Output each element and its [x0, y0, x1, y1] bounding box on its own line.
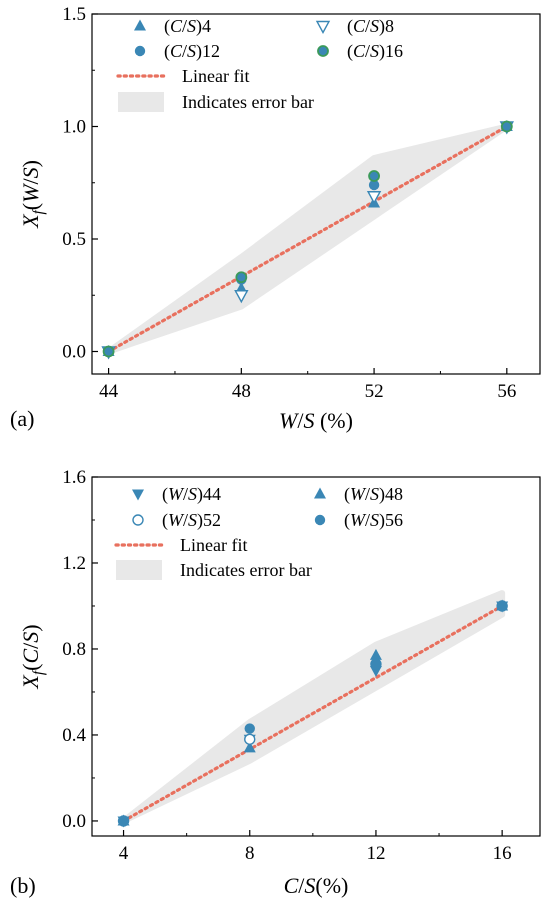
- x-tick-label: 16: [493, 843, 512, 864]
- data-point-2-3: [366, 191, 382, 205]
- legend-label-band: Indicates error bar: [180, 560, 312, 580]
- linear-fit-line: [106, 124, 509, 354]
- legend-marker-4: [317, 45, 329, 57]
- x-tick-label: 56: [497, 381, 516, 402]
- data-point-4-1: [118, 815, 129, 827]
- legend-marker-1: [134, 19, 146, 31]
- plot-frame: [91, 476, 541, 837]
- legend-label-fit: Linear fit: [182, 66, 249, 86]
- data-point-2-3: [369, 648, 382, 660]
- legend-label-2: (C/S)8: [347, 16, 394, 37]
- x-tick-label: 48: [232, 381, 251, 402]
- data-point-3-2: [244, 733, 256, 745]
- legend-marker-3: [132, 514, 144, 526]
- x-tick-label: 12: [366, 843, 385, 864]
- legend-label-4: (W/S)56: [344, 510, 403, 531]
- legend-band-swatch: [116, 560, 162, 580]
- linear-fit-line: [121, 604, 504, 823]
- error-band: [120, 590, 506, 824]
- y-tick-label: 1.6: [62, 467, 86, 488]
- data-point-4-2: [235, 271, 248, 284]
- data-point-4-4: [500, 120, 513, 133]
- panel-b: (b) 4 8 12 16 0.0 0.4 0.8 1.2 1.6 C/S(%) Xf(C/S) (W…: [10, 467, 541, 898]
- y-tick-label: 1.2: [62, 553, 86, 574]
- panel-a: (a) 44 48 52 56 0.0 0.5 1.0 1.5 W/S (%) Xf(W/S) (C…: [10, 4, 541, 433]
- legend-band-swatch: [118, 92, 164, 112]
- y-tick-label: 0.8: [62, 639, 86, 660]
- x-tick-label: 52: [365, 381, 384, 402]
- x-tick-label: 4: [119, 843, 129, 864]
- data-point-4-3: [370, 658, 382, 670]
- y-axis-label: Xf(W/S): [18, 160, 47, 229]
- legend-label-2: (W/S)48: [344, 484, 403, 505]
- legend-marker-2: [315, 20, 331, 34]
- y-tick-label: 0.0: [62, 811, 86, 832]
- legend-label-3: (C/S)12: [164, 41, 220, 62]
- y-tick-label: 1.5: [62, 4, 86, 25]
- data-point-4-2: [244, 723, 255, 734]
- y-tick-label: 0.4: [62, 725, 86, 746]
- data-point-4-4: [496, 600, 508, 612]
- y-tick-label: 0.0: [62, 342, 86, 363]
- data-point-2-2: [234, 290, 249, 304]
- data-point-4-3: [368, 170, 380, 182]
- data-point-3-3: [368, 179, 380, 191]
- legend-label-fit: Linear fit: [180, 535, 247, 555]
- plot-frame: [91, 13, 541, 375]
- legend-marker-4: [314, 514, 326, 526]
- data-point-2-2: [243, 741, 256, 753]
- legend-label-4: (C/S)16: [347, 41, 403, 62]
- x-axis-label: W/S (%): [279, 408, 353, 433]
- legend-label-band: Indicates error bar: [182, 92, 314, 112]
- x-tick-label: 44: [99, 381, 119, 402]
- x-axis-label: C/S(%): [284, 873, 349, 898]
- legend-label-3: (W/S)52: [162, 510, 221, 531]
- panel-label-b: (b): [10, 873, 36, 898]
- data-point-4-1: [102, 345, 115, 358]
- y-tick-label: 1.0: [62, 117, 86, 138]
- x-tick-label: 8: [245, 843, 255, 864]
- y-axis-label: Xf(C/S): [18, 624, 47, 689]
- legend-label-1: (W/S)44: [162, 484, 221, 505]
- legend-marker-1: [132, 489, 144, 501]
- legend-marker-3: [134, 45, 146, 57]
- panel-label-a: (a): [10, 406, 34, 431]
- legend-label-1: (C/S)4: [164, 16, 211, 37]
- legend-marker-2: [314, 487, 326, 499]
- y-tick-label: 0.5: [62, 229, 86, 250]
